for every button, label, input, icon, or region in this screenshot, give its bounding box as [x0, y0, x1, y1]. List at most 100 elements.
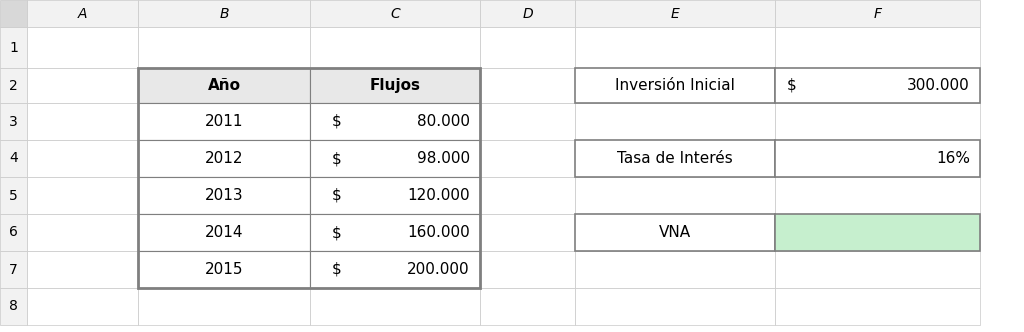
Bar — [138, 68, 310, 103]
Bar — [27, 140, 138, 177]
Bar — [310, 251, 480, 288]
Bar — [480, 288, 575, 325]
Text: $: $ — [332, 188, 342, 203]
Bar — [575, 177, 775, 214]
Text: 7: 7 — [9, 263, 17, 277]
Bar — [575, 288, 775, 325]
Bar — [775, 27, 980, 68]
Bar — [775, 214, 980, 251]
Bar — [775, 177, 980, 214]
Bar — [138, 251, 310, 288]
Text: C: C — [390, 7, 400, 21]
Text: 2015: 2015 — [205, 262, 244, 277]
Bar — [138, 214, 310, 251]
Bar — [575, 27, 775, 68]
Bar — [138, 177, 310, 214]
Bar — [310, 140, 480, 177]
Bar — [27, 103, 138, 140]
Bar — [310, 288, 480, 325]
Bar — [310, 103, 480, 140]
Bar — [0, 177, 27, 214]
Bar — [775, 288, 980, 325]
Text: 2013: 2013 — [205, 188, 244, 203]
Bar — [310, 68, 480, 103]
Bar — [480, 214, 575, 251]
Text: F: F — [873, 7, 882, 21]
Text: 5: 5 — [9, 189, 17, 203]
Bar — [27, 214, 138, 251]
Bar — [310, 68, 480, 103]
Text: 2012: 2012 — [205, 151, 244, 166]
Text: 300.000: 300.000 — [907, 78, 970, 93]
Bar — [138, 177, 310, 214]
Text: B: B — [219, 7, 228, 21]
Bar — [310, 103, 480, 140]
Bar — [138, 68, 480, 288]
Bar — [310, 177, 480, 214]
Bar — [575, 214, 775, 251]
Bar — [310, 214, 480, 251]
Bar — [575, 140, 775, 177]
Bar — [0, 288, 27, 325]
Bar — [310, 140, 480, 177]
Text: 200.000: 200.000 — [408, 262, 470, 277]
Text: 80.000: 80.000 — [417, 114, 470, 129]
Bar — [775, 214, 980, 251]
Text: 2011: 2011 — [205, 114, 244, 129]
Bar — [775, 68, 980, 103]
Bar — [575, 68, 775, 103]
Text: 160.000: 160.000 — [408, 225, 470, 240]
Bar — [27, 288, 138, 325]
Text: Tasa de Interés: Tasa de Interés — [617, 151, 733, 166]
Bar — [27, 68, 138, 103]
Bar — [27, 27, 138, 68]
Bar — [775, 103, 980, 140]
Text: $: $ — [787, 78, 797, 93]
Bar — [0, 214, 27, 251]
Text: 120.000: 120.000 — [408, 188, 470, 203]
Bar — [138, 103, 310, 140]
Bar — [0, 27, 27, 68]
Bar — [138, 251, 310, 288]
Bar — [775, 140, 980, 177]
Bar — [575, 140, 775, 177]
Text: 16%: 16% — [936, 151, 970, 166]
Bar — [27, 251, 138, 288]
Bar — [138, 68, 310, 103]
Text: 2: 2 — [9, 78, 17, 93]
Bar — [775, 251, 980, 288]
Bar — [310, 214, 480, 251]
Text: Inversión Inicial: Inversión Inicial — [615, 78, 735, 93]
Bar — [480, 103, 575, 140]
Text: 6: 6 — [9, 225, 18, 239]
Text: 8: 8 — [9, 299, 18, 313]
Text: Flujos: Flujos — [370, 78, 421, 93]
Bar — [138, 0, 310, 27]
Bar — [775, 0, 980, 27]
Bar — [480, 177, 575, 214]
Text: $: $ — [332, 151, 342, 166]
Bar — [0, 140, 27, 177]
Bar — [138, 288, 310, 325]
Text: $: $ — [332, 262, 342, 277]
Bar — [310, 177, 480, 214]
Bar — [575, 0, 775, 27]
Bar — [310, 0, 480, 27]
Text: $: $ — [332, 114, 342, 129]
Bar — [480, 251, 575, 288]
Bar — [0, 68, 27, 103]
Bar — [0, 0, 27, 27]
Bar — [775, 68, 980, 103]
Bar — [480, 0, 575, 27]
Text: D: D — [522, 7, 532, 21]
Bar — [0, 103, 27, 140]
Bar — [0, 251, 27, 288]
Bar — [138, 103, 310, 140]
Bar — [575, 103, 775, 140]
Bar — [138, 140, 310, 177]
Text: Año: Año — [208, 78, 241, 93]
Bar — [480, 27, 575, 68]
Text: 4: 4 — [9, 151, 17, 165]
Text: 2014: 2014 — [205, 225, 244, 240]
Bar — [575, 68, 775, 103]
